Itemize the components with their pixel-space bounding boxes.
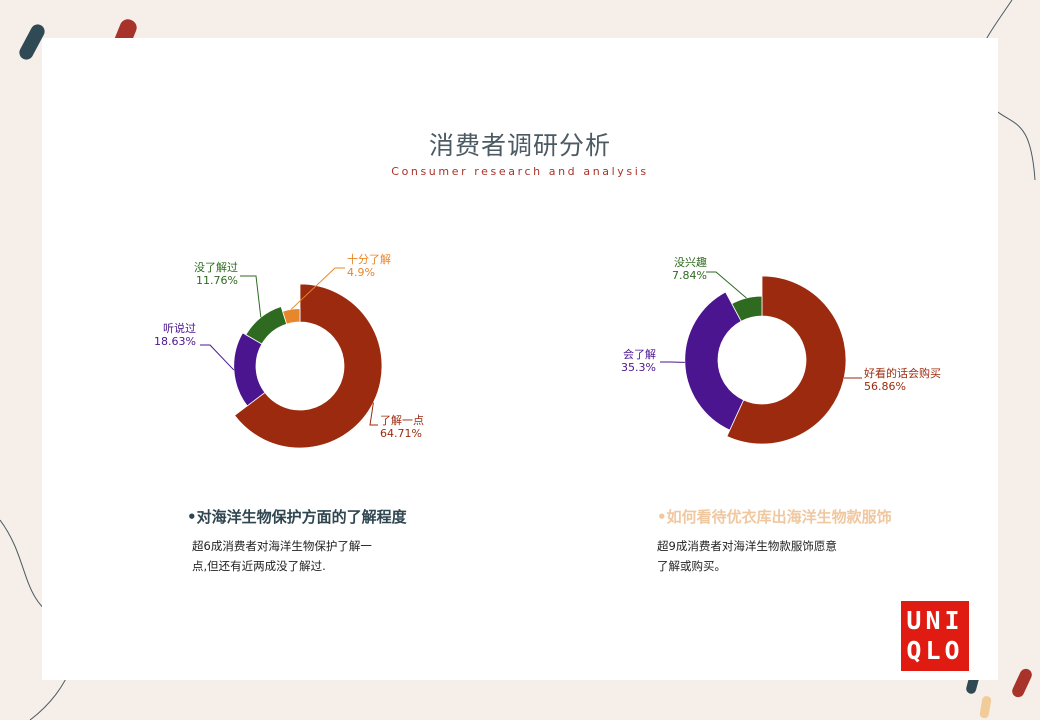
slice-value-2: 11.76% — [196, 274, 238, 287]
slice-label-3: 十分了解 — [347, 252, 391, 266]
slice-label-1: 会了解 — [623, 347, 656, 361]
leader-line-0 — [369, 402, 378, 426]
logo-line-2: QLO — [906, 636, 964, 665]
slice-value-0: 64.71% — [380, 427, 422, 440]
decor-stroke-teal — [19, 24, 45, 60]
slice-2 — [245, 305, 288, 345]
slice-label-0: 了解一点 — [380, 413, 424, 427]
slice-1 — [684, 291, 745, 431]
leader-line-3 — [290, 267, 345, 310]
uniqlo-logo: UNI QLO — [901, 601, 969, 671]
slice-label-2: 没兴趣 — [674, 255, 707, 269]
decor-stroke-peach-2 — [979, 696, 992, 719]
logo-line-1: UNI — [906, 606, 964, 635]
slice-value-1: 18.63% — [154, 335, 196, 348]
leader-line-2 — [706, 271, 747, 299]
slice-value-2: 7.84% — [672, 269, 707, 282]
section-line: 了解或购买。 — [657, 559, 726, 573]
slice-value-1: 35.3% — [621, 361, 656, 374]
leader-line-2 — [240, 275, 262, 318]
leader-line-1 — [200, 344, 235, 371]
page-subtitle: Consumer research and analysis — [391, 165, 649, 178]
slice-0 — [726, 275, 847, 445]
section-heading-awareness: •对海洋生物保护方面的了解程度 — [187, 508, 407, 526]
slice-label-0: 好看的话会购买 — [864, 366, 941, 380]
section-line: 点,但还有近两成没了解过. — [192, 559, 326, 573]
slice-value-3: 4.9% — [347, 266, 375, 279]
decor-stroke-red-2 — [1012, 668, 1032, 698]
section-text-awareness: 超6成消费者对海洋生物保护了解一 点,但还有近两成没了解过. — [192, 536, 372, 576]
section-line: 超9成消费者对海洋生物款服饰愿意 — [657, 539, 837, 553]
page-title: 消费者调研分析 — [428, 131, 611, 160]
section-line: 超6成消费者对海洋生物保护了解一 — [192, 539, 372, 553]
slice-1 — [233, 332, 266, 407]
slice-value-0: 56.86% — [864, 380, 906, 393]
slice-label-2: 没了解过 — [194, 260, 238, 274]
slice-2 — [731, 295, 763, 322]
slice-label-1: 听说过 — [163, 321, 196, 335]
slice-3 — [282, 308, 301, 325]
slice-0 — [233, 283, 383, 449]
section-heading-purchase: •如何看待优衣库出海洋生物款服饰 — [657, 508, 892, 526]
section-text-purchase: 超9成消费者对海洋生物款服饰愿意 了解或购买。 — [657, 536, 837, 576]
